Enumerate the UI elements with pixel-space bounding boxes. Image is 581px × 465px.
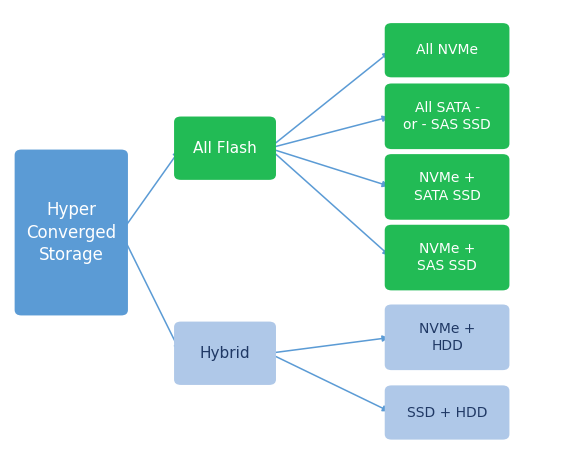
Text: NVMe +
SATA SSD: NVMe + SATA SSD bbox=[414, 171, 480, 203]
Text: Hyper
Converged
Storage: Hyper Converged Storage bbox=[26, 201, 116, 264]
FancyBboxPatch shape bbox=[385, 385, 510, 439]
Text: All SATA -
or - SAS SSD: All SATA - or - SAS SSD bbox=[403, 100, 491, 132]
Text: All NVMe: All NVMe bbox=[416, 43, 478, 57]
Text: Hybrid: Hybrid bbox=[200, 346, 250, 361]
FancyBboxPatch shape bbox=[385, 154, 510, 220]
FancyBboxPatch shape bbox=[15, 150, 128, 315]
Text: NVMe +
SAS SSD: NVMe + SAS SSD bbox=[417, 242, 477, 273]
FancyBboxPatch shape bbox=[174, 322, 276, 385]
FancyBboxPatch shape bbox=[385, 305, 510, 370]
Text: All Flash: All Flash bbox=[193, 141, 257, 156]
Text: SSD + HDD: SSD + HDD bbox=[407, 405, 487, 419]
FancyBboxPatch shape bbox=[174, 117, 276, 180]
Text: NVMe +
HDD: NVMe + HDD bbox=[419, 322, 475, 353]
FancyBboxPatch shape bbox=[385, 84, 510, 149]
FancyBboxPatch shape bbox=[385, 23, 510, 77]
FancyBboxPatch shape bbox=[385, 225, 510, 290]
